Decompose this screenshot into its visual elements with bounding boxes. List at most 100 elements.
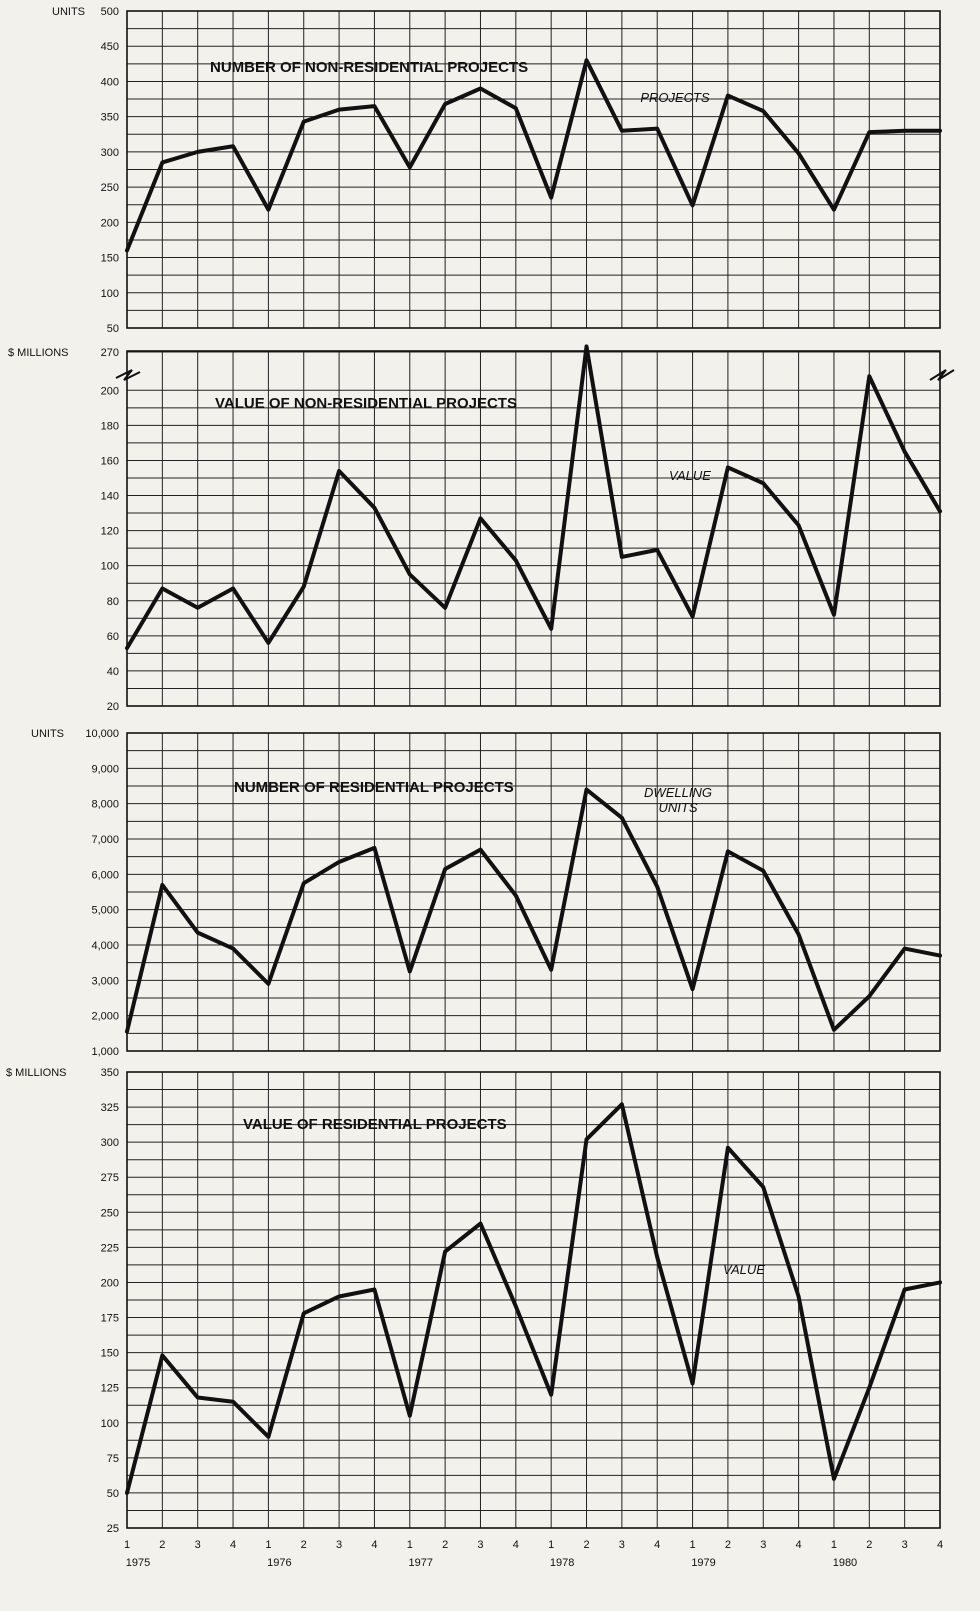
data-point: [302, 120, 306, 124]
data-point: [478, 516, 482, 520]
axis-break-left: [115, 369, 141, 381]
y-tick-label: 300: [101, 147, 119, 159]
data-point: [231, 586, 235, 590]
y-tick-label: 400: [101, 76, 119, 88]
data-point: [408, 572, 412, 576]
y-tick-label: 10,000: [85, 728, 119, 740]
panel-frame: [126, 350, 941, 707]
panels: 500 450 400 350 300 250 200 150 100 50 UNITS NUMBER…: [6, 6, 955, 1535]
series-label: PROJECTS: [640, 90, 710, 105]
y-tick-label: 80: [107, 596, 119, 608]
data-point: [726, 465, 730, 469]
y-axis-unit-label: UNITS: [52, 6, 85, 18]
data-point: [372, 506, 376, 510]
data-point: [231, 144, 235, 148]
panel-2: 270 200 180 160 140 120 100 80 60 40 20 $ MILLIONS V…: [8, 344, 955, 713]
data-point: [514, 558, 518, 562]
y-tick-label: 75: [107, 1453, 119, 1465]
series-label: DWELLING UNITS: [644, 785, 712, 815]
y-tick-label: 175: [101, 1313, 119, 1325]
data-point: [302, 1311, 306, 1315]
x-tick-label: 4: [796, 1539, 802, 1551]
y-tick-label: 50: [107, 1488, 119, 1500]
data-point: [266, 1435, 270, 1439]
data-point: [337, 469, 341, 473]
x-year-label: 1976: [267, 1557, 291, 1569]
panel-title: NUMBER OF RESIDENTIAL PROJECTS: [234, 779, 514, 796]
data-point: [125, 646, 129, 650]
data-point: [867, 1386, 871, 1390]
x-tick-label: 2: [301, 1539, 307, 1551]
data-point: [761, 109, 765, 113]
x-tick-label: 3: [619, 1539, 625, 1551]
data-point: [443, 1250, 447, 1254]
y-tick-label: 5,000: [91, 905, 119, 917]
x-tick-label: 3: [760, 1539, 766, 1551]
data-point: [408, 1414, 412, 1418]
x-tick-label: 1: [690, 1539, 696, 1551]
y-tick-label: 25: [107, 1523, 119, 1535]
data-point: [797, 523, 801, 527]
x-tick-label: 2: [442, 1539, 448, 1551]
y-tick-label: 140: [101, 491, 119, 503]
data-point: [125, 1030, 129, 1034]
data-point: [691, 203, 695, 207]
y-tick-label: 180: [101, 420, 119, 432]
x-tick-label: 2: [159, 1539, 165, 1551]
data-point: [726, 94, 730, 98]
y-tick-label: 2,000: [91, 1011, 119, 1023]
series-label: VALUE: [723, 1262, 765, 1277]
panel-frame: [126, 732, 941, 1052]
data-point: [938, 1280, 942, 1284]
x-tick-label: 4: [937, 1539, 943, 1551]
x-tick-label: 2: [866, 1539, 872, 1551]
data-point: [655, 548, 659, 552]
data-point: [549, 196, 553, 200]
y-tick-label: 150: [101, 253, 119, 265]
x-year-label: 1978: [550, 1557, 574, 1569]
series-line: [125, 1102, 942, 1495]
data-point: [443, 606, 447, 610]
panel-3: 10,000 9,000 8,000 7,000 6,000 5,000 4,000 3,00…: [31, 728, 942, 1058]
y-tick-label: 225: [101, 1242, 119, 1254]
data-point: [514, 1304, 518, 1308]
data-point: [514, 106, 518, 110]
y-tick-label: 50: [107, 323, 119, 335]
y-tick-label: 125: [101, 1383, 119, 1395]
data-point: [620, 816, 624, 820]
data-point: [196, 1396, 200, 1400]
y-tick-label: 20: [107, 701, 119, 713]
x-tick-label: 1: [831, 1539, 837, 1551]
data-point: [585, 58, 589, 62]
panel-frame: [126, 1071, 941, 1529]
series-line: [125, 58, 942, 253]
y-tick-label: 200: [101, 385, 119, 397]
data-point: [903, 1287, 907, 1291]
x-tick-label: 3: [477, 1539, 483, 1551]
y-tick-label: 1,000: [91, 1046, 119, 1058]
data-point: [585, 1137, 589, 1141]
data-point: [549, 627, 553, 631]
data-point: [160, 883, 164, 887]
x-year-label: 1980: [833, 1557, 857, 1569]
x-tick-label: 2: [725, 1539, 731, 1551]
x-year-label: 1979: [691, 1557, 715, 1569]
data-point: [408, 970, 412, 973]
y-tick-label: 8,000: [91, 799, 119, 811]
data-point: [867, 994, 871, 998]
data-point: [691, 1381, 695, 1385]
y-tick-label: 450: [101, 41, 119, 53]
data-point: [691, 987, 695, 991]
y-tick-label: 500: [101, 6, 119, 18]
data-point: [585, 344, 589, 348]
data-point: [372, 846, 376, 850]
data-point: [797, 1294, 801, 1298]
series-line: [125, 787, 942, 1034]
series-line: [125, 344, 942, 651]
x-tick-label: 3: [902, 1539, 908, 1551]
panel-title: VALUE OF NON-RESIDENTIAL PROJECTS: [215, 395, 517, 412]
x-tick-label: 4: [654, 1539, 660, 1551]
y-tick-label: 350: [101, 112, 119, 124]
data-point: [478, 848, 482, 852]
y-tick-label: 160: [101, 455, 119, 467]
